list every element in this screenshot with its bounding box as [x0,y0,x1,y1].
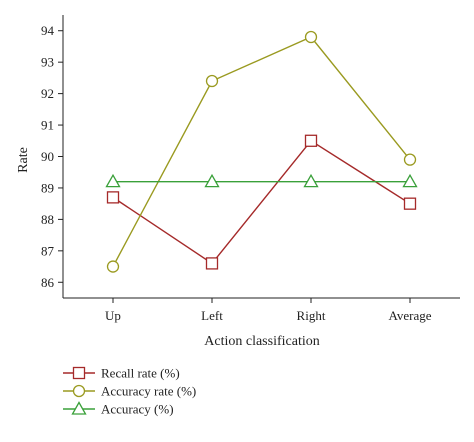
data-point [304,30,318,44]
series-1 [106,134,417,270]
x-tick-label: Right [297,308,326,323]
data-point [304,134,318,147]
data-point [205,74,219,88]
data-point [403,153,417,166]
y-tick-label: 86 [41,275,55,290]
y-ticks: 86 87 88 89 90 91 92 93 94 [41,23,63,290]
x-tick-label: Left [201,308,223,323]
data-point [106,260,120,273]
series-line [112,139,411,265]
y-tick-label: 89 [41,180,54,195]
data-point [403,197,417,210]
legend-marker [71,401,87,415]
data-point [106,191,120,204]
y-tick-label: 92 [41,86,54,101]
legend-label: Accuracy (%) [101,402,174,417]
legend-label: Accuracy rate (%) [101,384,196,399]
y-tick-label: 88 [41,212,54,227]
x-tick-label: Average [388,308,431,323]
series-layer [105,30,418,273]
x-axis-label: Action classification [204,334,319,349]
data-point [402,173,418,188]
data-point [105,173,121,188]
data-point [204,173,220,188]
series-3 [105,173,418,188]
legend-item: Accuracy rate (%) [63,384,196,399]
legend-marker [72,384,86,398]
legend: Recall rate (%) Accuracy rate (%) Accuracy… [63,366,196,417]
legend-label: Recall rate (%) [101,366,180,381]
data-point [205,257,219,270]
y-tick-label: 91 [41,118,54,133]
y-axis-label: Rate [16,147,31,173]
y-tick-label: 90 [41,149,54,164]
y-tick-label: 87 [41,243,55,258]
data-point [303,173,319,188]
x-ticks: Up Left Right Average [105,298,432,323]
y-tick-label: 94 [41,23,55,38]
axes [62,15,460,299]
legend-item: Recall rate (%) [63,366,180,381]
series-2 [106,30,417,273]
series-line [112,36,411,267]
x-tick-label: Up [105,308,121,323]
legend-item: Accuracy (%) [63,401,174,417]
legend-marker [72,366,86,380]
y-tick-label: 93 [41,55,54,70]
